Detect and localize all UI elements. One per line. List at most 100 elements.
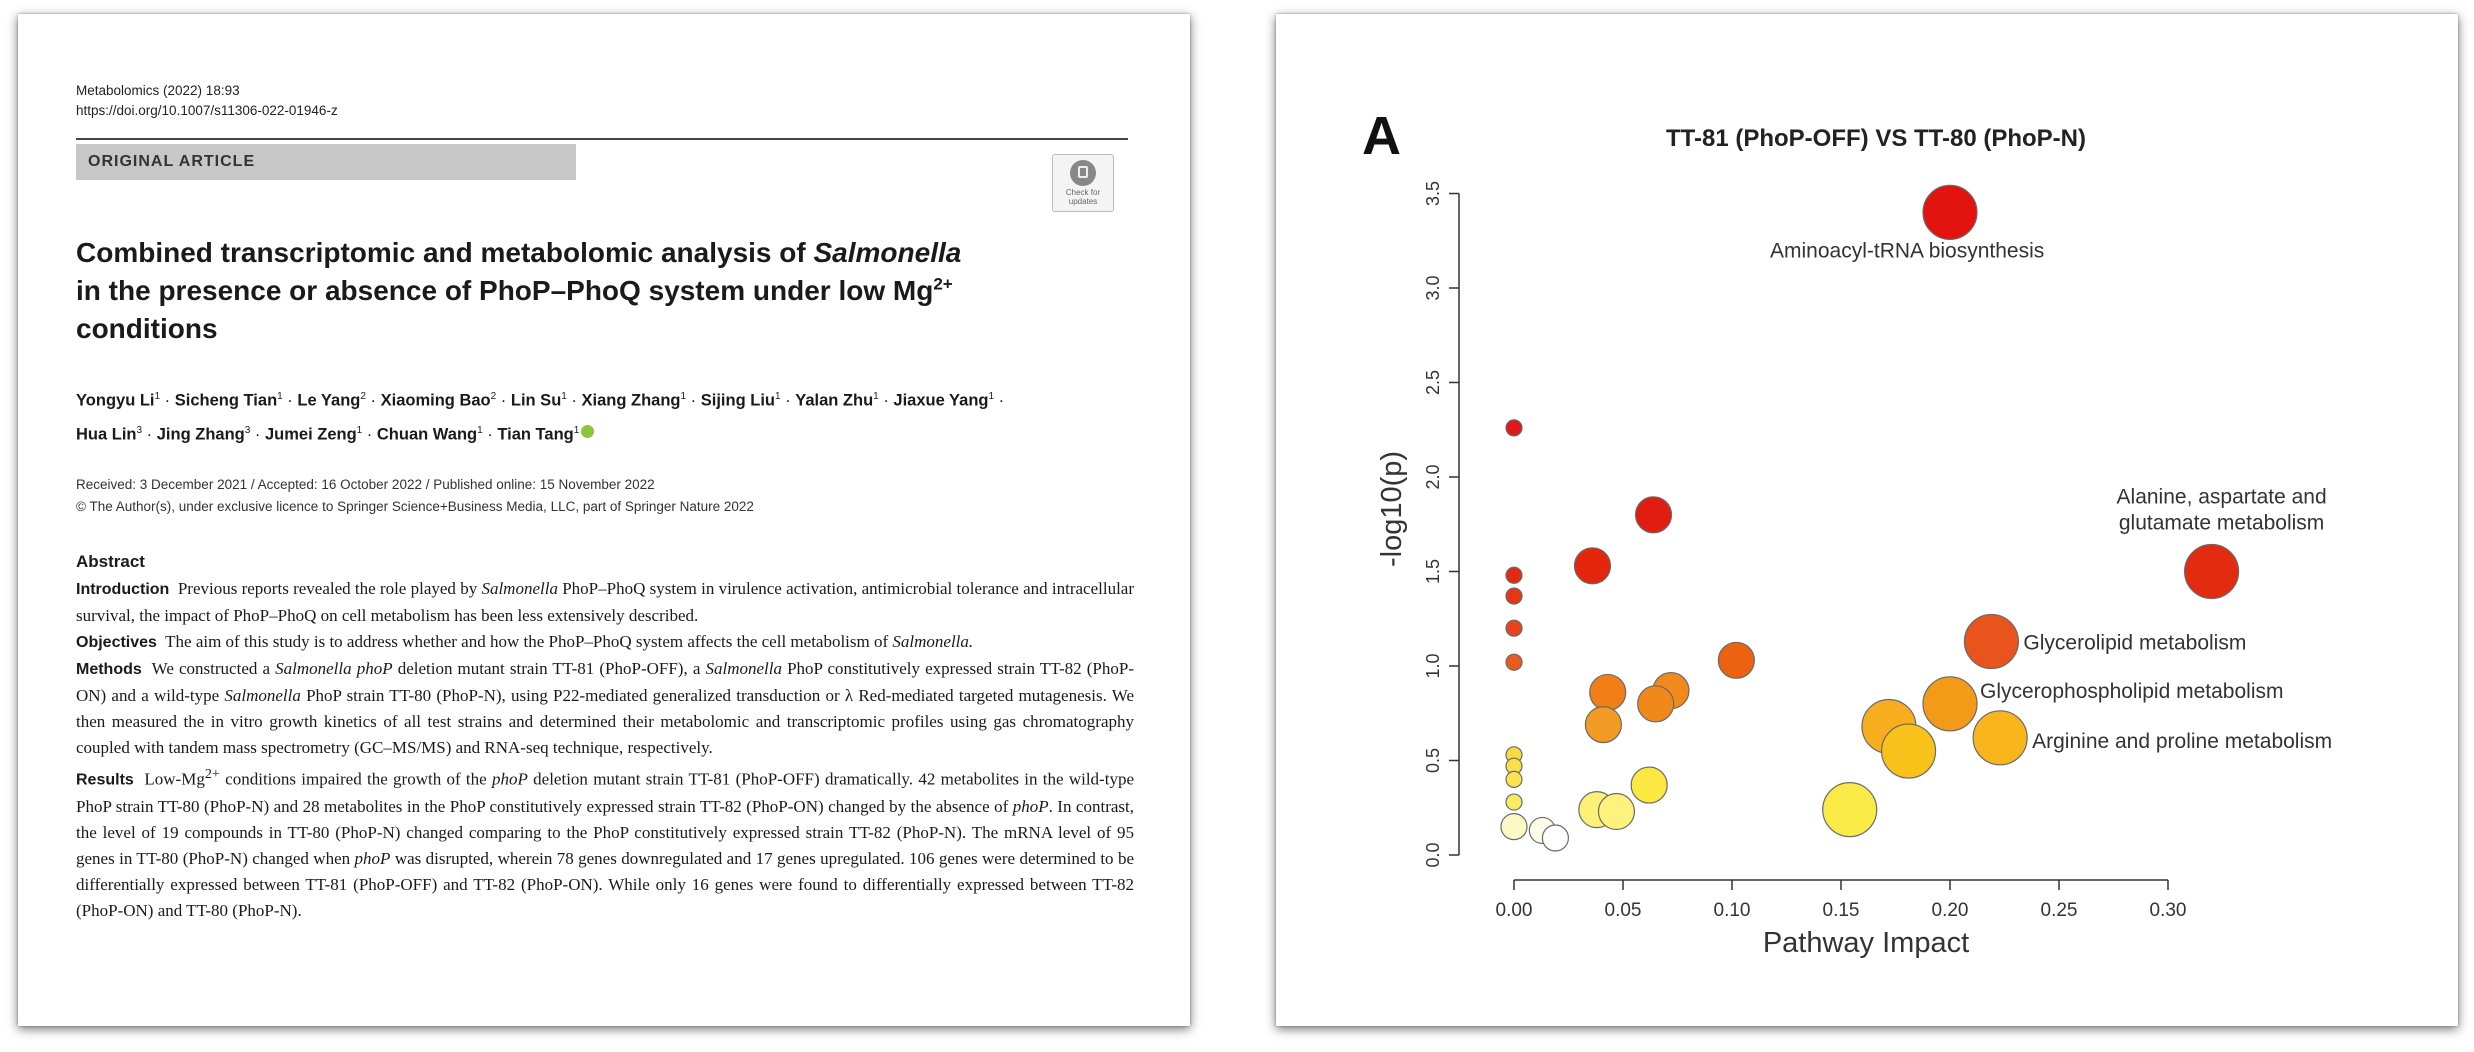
results-text: deletion mutant strain TT-81 (PhoP-OFF) … (76, 769, 1134, 816)
author-affiliation: 1 (561, 391, 567, 402)
author-separator: · (566, 391, 582, 410)
author-separator: · (496, 391, 511, 410)
data-point (1637, 685, 1675, 723)
title-segment: in the presence or absence of PhoP–PhoQ … (76, 275, 934, 306)
methods-text: PhoP strain TT-80 (PhoP-N), using P22-me… (76, 686, 1134, 757)
x-tick-label: 0.20 (1932, 900, 1969, 921)
y-tick-label: 2.0 (1423, 464, 1443, 489)
author-separator: · (142, 425, 157, 443)
intro-text: Previous reports revealed the role playe… (177, 579, 482, 598)
author-name[interactable]: Lin Su (510, 391, 562, 410)
abstract-objectives: Objectives The aim of this study is to a… (76, 629, 1134, 656)
data-label: Aminoacyl-tRNA biosynthesis (1770, 239, 2044, 262)
results-superscript: 2+ (204, 766, 220, 782)
abstract: Abstract Introduction Previous reports r… (76, 549, 1134, 1004)
data-point (1822, 782, 1878, 838)
data-point (1505, 793, 1523, 811)
pathway-impact-figure: A TT-81 (PhoP-OFF) VS TT-80 (PhoP-N) 0.0 0.… (1276, 14, 2458, 1026)
author-name[interactable]: Yongyu Li (76, 391, 155, 410)
objectives-label: Objectives (76, 634, 157, 651)
data-point (1505, 653, 1523, 671)
author-list: Yongyu Li1 · Sicheng Tian1 · Le Yang2 · … (76, 382, 1136, 449)
author-name[interactable]: Jing Zhang (156, 425, 245, 443)
author-name[interactable]: Jiaxue Yang (893, 391, 989, 410)
author-affiliation: 1 (573, 424, 580, 436)
data-label: Glycerolipid metabolism (2023, 631, 2246, 654)
data-point (1597, 792, 1636, 831)
data-label: Alanine, aspartate and glutamate metaboli… (2117, 486, 2327, 535)
author-name[interactable]: Xiang Zhang (581, 391, 681, 410)
data-point (1500, 813, 1528, 841)
data-point (1634, 496, 1673, 534)
y-tick-label: 1.5 (1423, 559, 1443, 584)
orcid-icon[interactable] (581, 425, 595, 438)
objectives-text: The aim of this study is to address whet… (165, 632, 893, 651)
abstract-heading: Abstract (76, 552, 145, 571)
data-point (1505, 619, 1523, 637)
y-tick-label: 2.5 (1423, 370, 1443, 395)
results-italic: phoP (354, 848, 391, 868)
x-tick-label: 0.00 (1496, 900, 1533, 921)
author-line: Hua Lin3 · Jing Zhang3 · Jumei Zeng1 · C… (76, 416, 1136, 450)
author-affiliation: 1 (775, 391, 781, 402)
title-segment: conditions (76, 313, 218, 344)
author-affiliation: 1 (477, 424, 483, 436)
abstract-methods: Methods We constructed a Salmonella phoP… (76, 656, 1134, 761)
data-point (1972, 710, 2028, 766)
header-rule (76, 138, 1128, 140)
data-point (1717, 641, 1755, 679)
check-updates-icon (1070, 160, 1096, 186)
doi-link[interactable]: https://doi.org/10.1007/s11306-022-01946… (76, 103, 338, 118)
data-point (1630, 766, 1668, 804)
title-segment: Combined transcriptomic and metabolomic … (76, 237, 814, 268)
author-name[interactable]: Sijing Liu (700, 391, 775, 410)
author-name[interactable]: Yalan Zhu (795, 391, 874, 410)
author-affiliation: 2 (490, 391, 497, 402)
data-point (1505, 419, 1523, 437)
author-name[interactable]: Jumei Zeng (264, 425, 357, 443)
results-text: . In contrast, the level of 19 compounds… (76, 796, 1134, 868)
abstract-introduction: Introduction Previous reports revealed t… (76, 576, 1134, 629)
y-tick-label: 3.5 (1423, 181, 1443, 206)
data-point (1880, 723, 1937, 779)
intro-text: PhoP–PhoQ system in virulence activation… (76, 579, 1134, 625)
journal-header: Metabolomics (2022) 18:93 https://doi.or… (76, 81, 338, 121)
results-italic: phoP (1012, 796, 1049, 816)
data-point (1505, 770, 1523, 789)
methods-text: We constructed a (151, 659, 276, 678)
y-tick-label: 3.0 (1423, 275, 1443, 300)
author-affiliation: 1 (873, 391, 879, 402)
results-text: Low-Mg (144, 769, 205, 789)
x-tick-label: 0.10 (1714, 900, 1751, 921)
author-name[interactable]: Chuan Wang (376, 425, 478, 443)
author-name[interactable]: Sicheng Tian (174, 391, 278, 410)
author-affiliation: 3 (136, 424, 143, 436)
publication-dates: Received: 3 December 2021 / Accepted: 16… (76, 474, 754, 518)
author-separator: · (160, 391, 175, 410)
check-for-updates-badge[interactable]: Check for updates (1052, 154, 1114, 212)
data-point (1505, 587, 1523, 605)
paper-title: Combined transcriptomic and metabolomic … (76, 234, 1126, 348)
methods-italic: Salmonella phoP (275, 659, 393, 678)
title-superscript: 2+ (933, 274, 953, 294)
data-point (1505, 566, 1523, 584)
author-affiliation: 1 (277, 391, 283, 402)
data-point (1541, 824, 1570, 852)
author-name[interactable]: Tian Tang (497, 425, 574, 443)
author-separator: · (250, 425, 265, 443)
data-point (1963, 613, 2020, 670)
x-tick-label: 0.30 (2150, 900, 2187, 921)
author-affiliation: 1 (356, 424, 363, 436)
author-name[interactable]: Le Yang (297, 391, 361, 410)
author-separator: · (994, 391, 1005, 410)
author-name[interactable]: Hua Lin (76, 425, 137, 443)
check-updates-text-1: Check for (1065, 188, 1101, 197)
data-point (2183, 543, 2240, 600)
dates-line: Received: 3 December 2021 / Accepted: 16… (76, 477, 655, 492)
author-name[interactable]: Xiaoming Bao (380, 391, 491, 410)
check-updates-text-2: updates (1068, 197, 1098, 206)
author-affiliation: 3 (244, 424, 251, 436)
data-label: Arginine and proline metabolism (2032, 730, 2332, 753)
data-point (1922, 676, 1978, 732)
data-point (1589, 673, 1627, 712)
